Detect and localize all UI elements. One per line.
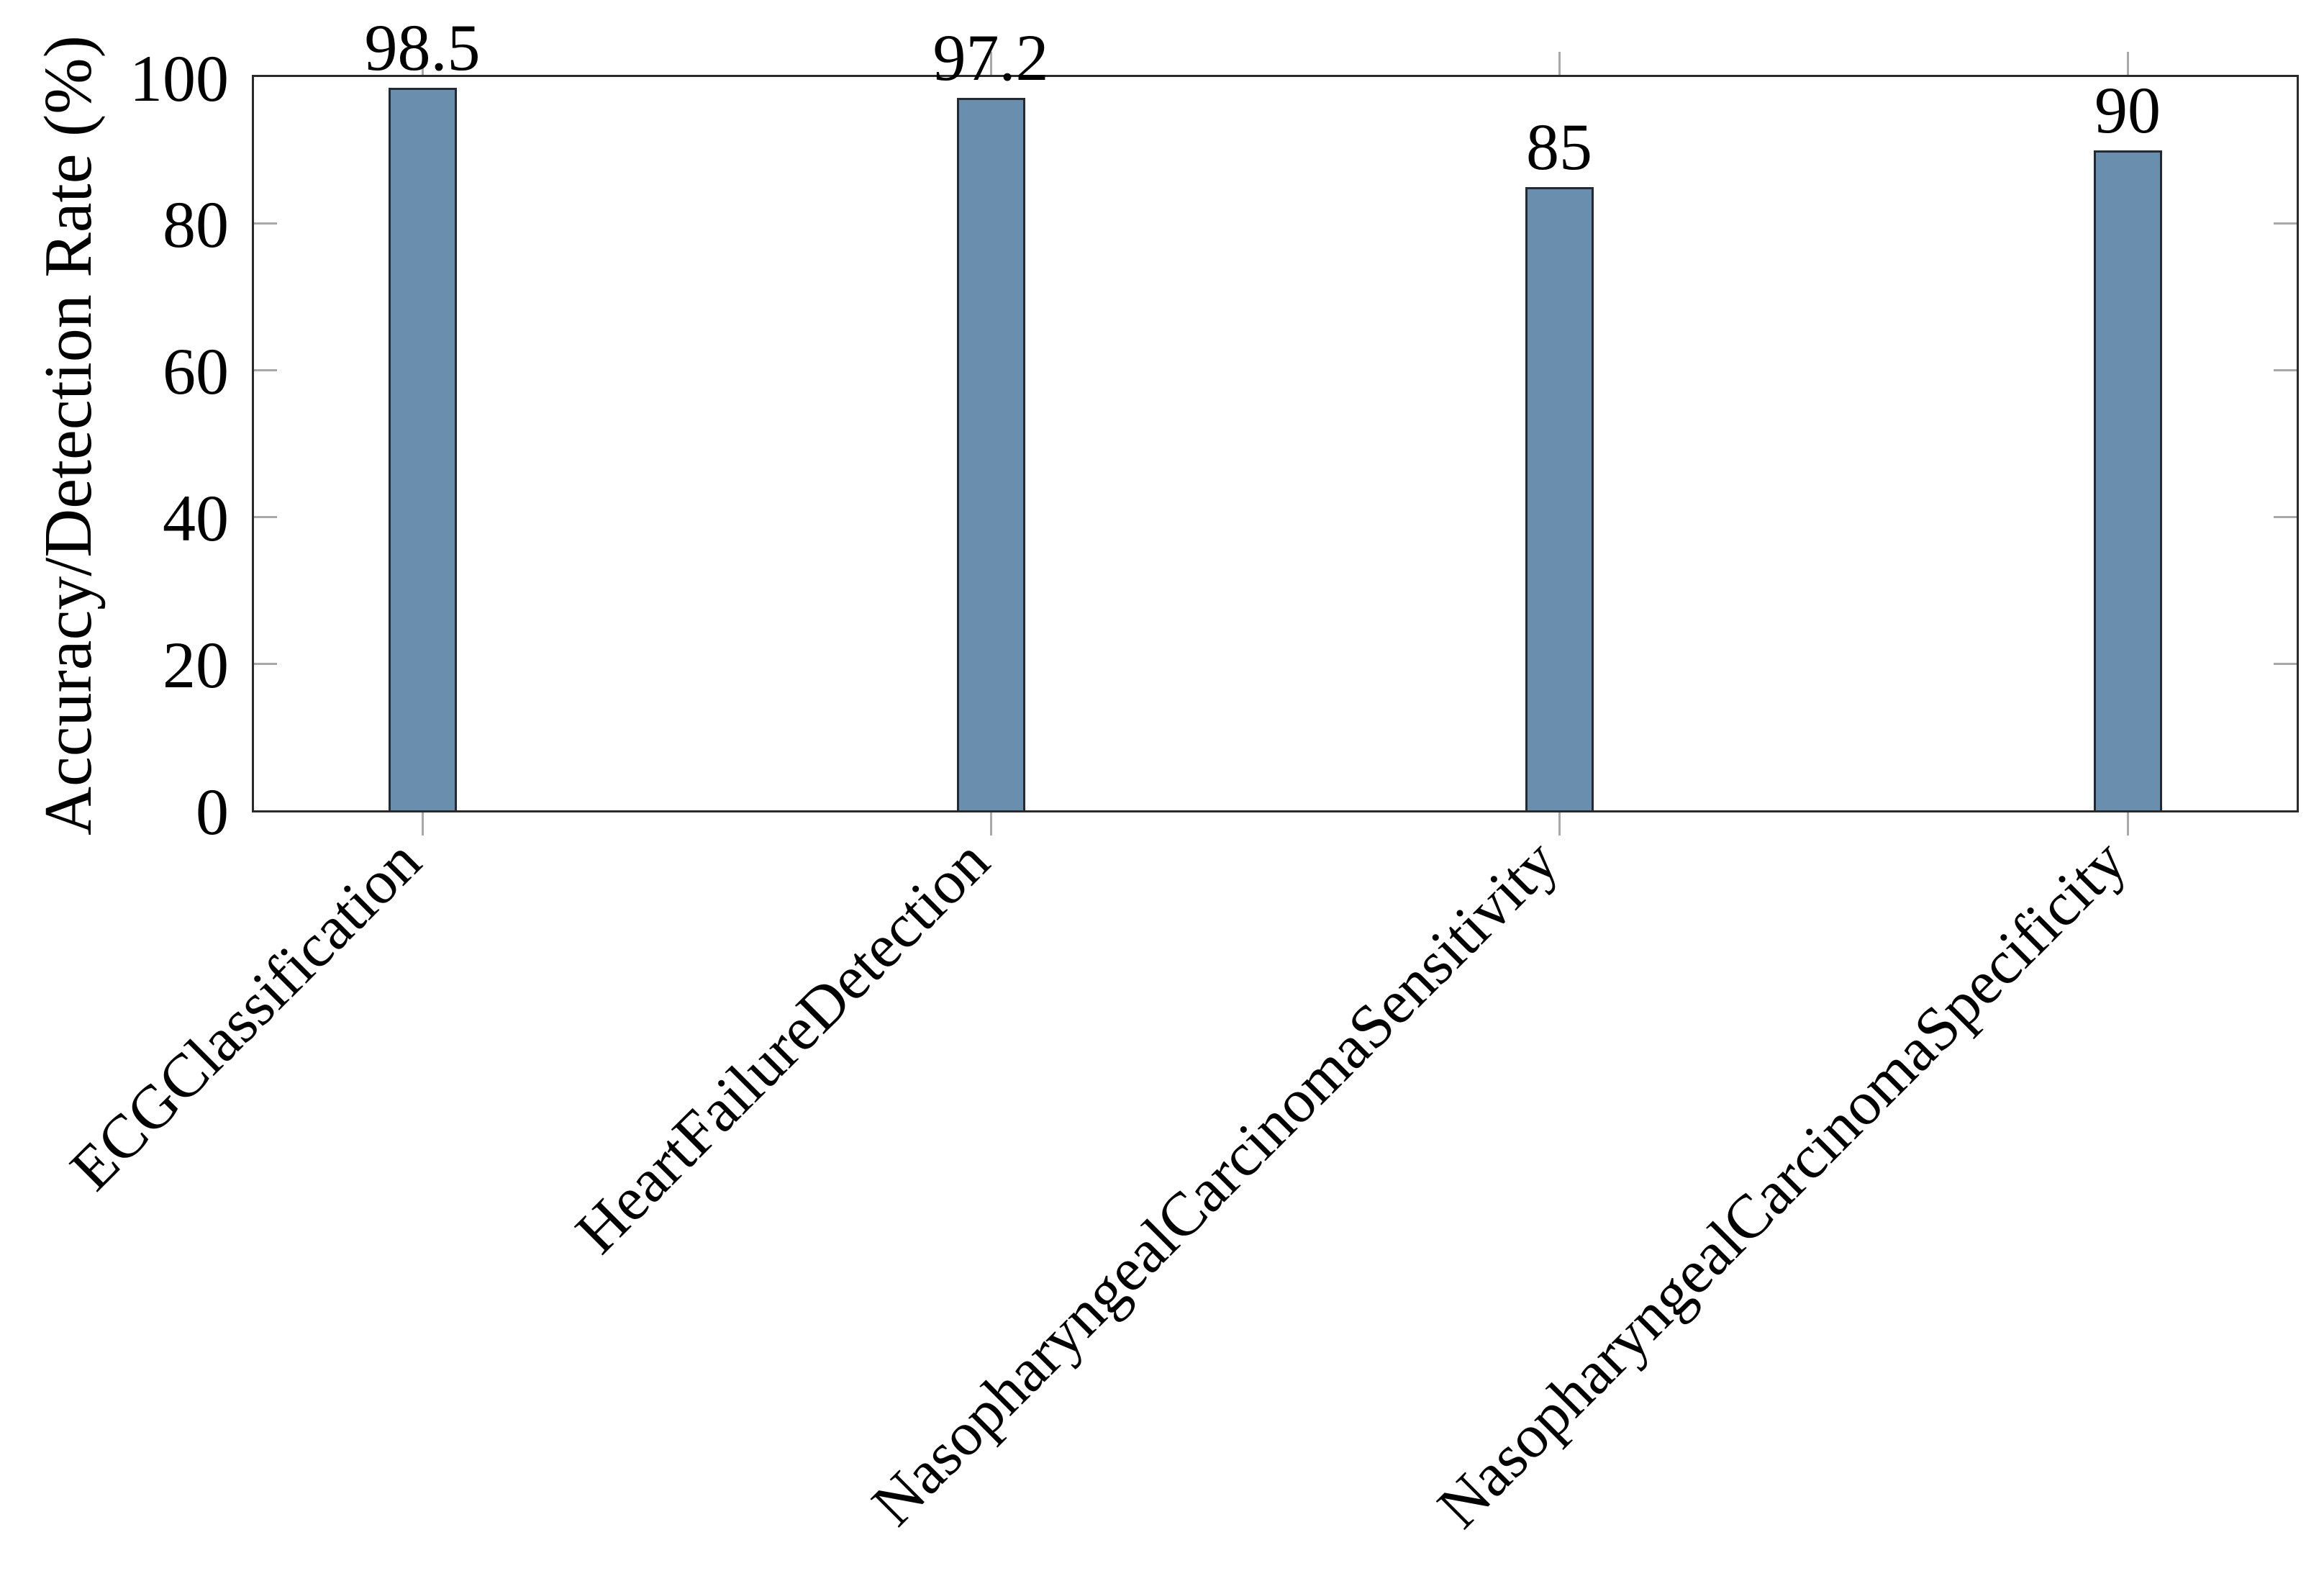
y-tick-mark-left xyxy=(254,369,277,372)
x-tick-mark-top xyxy=(1558,52,1561,75)
y-tick-label: 0 xyxy=(196,774,229,848)
x-category-label: ECGClassification xyxy=(57,826,434,1203)
bar-value-label: 97.2 xyxy=(932,20,1049,94)
bar xyxy=(2093,150,2162,810)
y-tick-mark-left xyxy=(254,662,277,665)
y-tick-label: 100 xyxy=(130,41,229,115)
bar xyxy=(388,88,457,810)
y-tick-mark-right xyxy=(2274,369,2297,372)
bar-value-label: 85 xyxy=(1526,109,1592,184)
x-tick-mark-top xyxy=(421,52,424,75)
x-tick-mark-bottom xyxy=(989,812,992,836)
x-category-label: NasopharyngealCarcinomaSpecificity xyxy=(1424,826,2139,1541)
x-category-label: NasopharyngealCarcinomaSensitivity xyxy=(858,826,1571,1539)
y-tick-mark-right xyxy=(2274,222,2297,225)
y-axis-label: Accuracy/Detection Rate (%) xyxy=(31,35,106,836)
bar xyxy=(1525,187,1594,810)
bar-value-label: 98.5 xyxy=(364,11,481,85)
bar-value-label: 90 xyxy=(2094,73,2161,147)
y-tick-label: 60 xyxy=(163,335,229,409)
y-tick-label: 40 xyxy=(163,481,229,555)
y-tick-mark-right xyxy=(2274,662,2297,665)
plot-area xyxy=(252,75,2299,812)
x-tick-mark-bottom xyxy=(1558,812,1561,836)
bar xyxy=(956,98,1025,810)
x-tick-mark-bottom xyxy=(2126,812,2129,836)
y-tick-mark-left xyxy=(254,515,277,518)
x-tick-mark-top xyxy=(2126,52,2129,75)
x-tick-mark-top xyxy=(989,52,992,75)
x-tick-mark-bottom xyxy=(421,812,424,836)
y-tick-label: 80 xyxy=(163,188,229,262)
y-tick-mark-left xyxy=(254,222,277,225)
y-tick-mark-right xyxy=(2274,515,2297,518)
x-category-label: HeartFailureDetection xyxy=(562,826,1002,1267)
y-tick-label: 20 xyxy=(163,628,229,702)
